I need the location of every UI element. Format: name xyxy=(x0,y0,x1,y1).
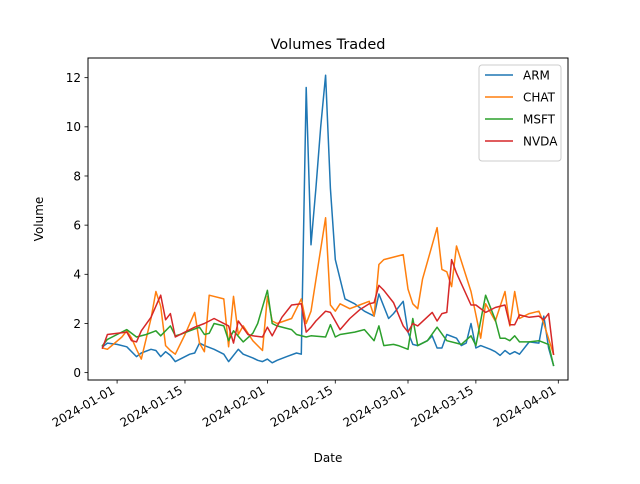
y-axis: 0 2 4 6 8 10 12 xyxy=(66,71,88,380)
chart-title: Volumes Traded xyxy=(271,37,386,53)
x-tick-label: 2024-02-01 xyxy=(200,383,267,430)
x-tick-label: 2024-03-01 xyxy=(341,383,408,430)
x-axis-label: Date xyxy=(314,451,343,465)
x-tick-label: 2024-01-01 xyxy=(50,383,117,430)
y-tick-label: 6 xyxy=(73,218,81,232)
x-tick-label: 2024-03-15 xyxy=(409,383,476,430)
legend-label-chat: CHAT xyxy=(523,90,556,104)
x-tick-label: 2024-04-01 xyxy=(491,383,558,430)
series-layer xyxy=(101,74,555,367)
y-tick-label: 2 xyxy=(73,317,81,331)
y-tick-label: 0 xyxy=(73,366,81,380)
legend-label-arm: ARM xyxy=(523,68,550,82)
y-tick-label: 10 xyxy=(66,120,81,134)
x-tick-label: 2024-02-15 xyxy=(268,383,335,430)
legend-label-nvda: NVDA xyxy=(523,134,558,148)
legend-box xyxy=(478,64,562,162)
y-axis-label: Volume xyxy=(32,197,46,242)
y-tick-label: 4 xyxy=(73,268,81,282)
legend: ARM CHAT MSFT NVDA xyxy=(478,64,562,162)
series-line-nvda xyxy=(101,258,555,356)
x-axis: 2024-01-01 2024-01-15 2024-02-01 2024-02-15… xyxy=(50,380,559,430)
x-tick-label: 2024-01-15 xyxy=(118,383,185,430)
legend-label-msft: MSFT xyxy=(523,112,556,126)
y-tick-label: 12 xyxy=(66,71,81,85)
series-line-chat xyxy=(101,217,555,360)
y-tick-label: 8 xyxy=(73,169,81,183)
series-line-msft xyxy=(101,289,555,367)
series-line-arm xyxy=(101,74,555,367)
plot-frame xyxy=(87,57,569,381)
